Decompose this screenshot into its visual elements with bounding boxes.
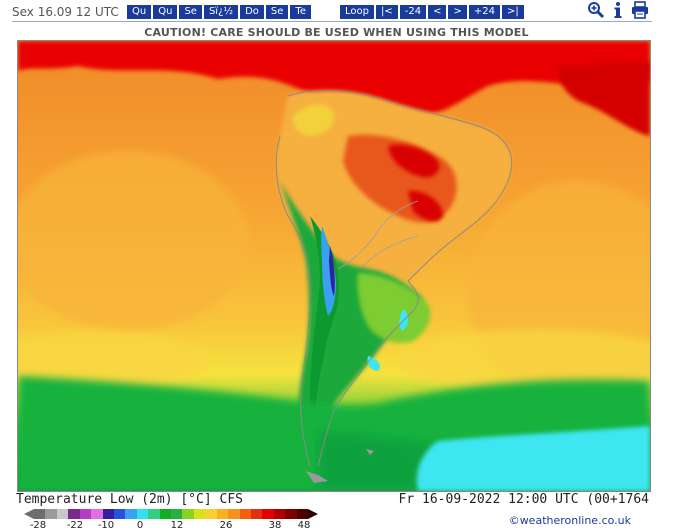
- step-button-2[interactable]: -24: [399, 5, 427, 19]
- legend-tick-label: 38: [268, 520, 282, 531]
- day-button-0[interactable]: Qu: [127, 5, 152, 19]
- step-button-0[interactable]: Loop: [340, 5, 374, 19]
- legend-swatch: [45, 509, 57, 519]
- day-button-1[interactable]: Qu: [153, 5, 178, 19]
- legend-high-arrow: [308, 509, 318, 519]
- pacific-yellow-zone: [18, 331, 208, 391]
- country-borders: [337, 200, 419, 270]
- legend-swatch: [273, 509, 286, 519]
- legend-swatch: [68, 509, 80, 519]
- legend-tick-label: -22: [66, 520, 84, 531]
- legend-swatch: [182, 509, 194, 519]
- print-icon[interactable]: [631, 1, 649, 19]
- andes-north-yellow: [292, 104, 334, 136]
- legend-tick-label: -10: [97, 520, 115, 531]
- day-button-3[interactable]: Sï¿½: [203, 5, 239, 19]
- legend-swatch: [91, 509, 103, 519]
- legend-swatch: [113, 509, 126, 519]
- legend-swatch: [296, 509, 309, 519]
- legend-swatch: [239, 509, 252, 519]
- model-caution-text: CAUTION! CARE SHOULD BE USED WHEN USING …: [144, 26, 529, 39]
- step-navigation: Loop |< -24 < > +24 >|: [340, 5, 524, 19]
- day-button-5[interactable]: Se: [265, 5, 289, 19]
- legend-tick-label: 0: [136, 520, 144, 531]
- legend-swatch: [205, 509, 217, 519]
- amazon-red-core: [388, 144, 440, 178]
- legend-swatch: [159, 509, 172, 519]
- legend-swatch: [193, 509, 206, 519]
- pampas-light-green: [357, 273, 431, 343]
- zoom-icon[interactable]: [587, 1, 605, 19]
- interior-red-core: [408, 190, 443, 222]
- legend-swatch: [171, 509, 183, 519]
- legend-tick-label: 48: [297, 520, 311, 531]
- legend-swatch: [102, 509, 114, 519]
- pacific-warm-zone: [18, 151, 248, 331]
- legend-swatch: [56, 509, 69, 519]
- legend-swatch: [285, 509, 297, 519]
- step-button-3[interactable]: <: [428, 5, 447, 19]
- step-button-6[interactable]: >|: [501, 5, 524, 19]
- legend-tick-label: 26: [219, 520, 233, 531]
- legend-low-arrow: [24, 509, 34, 519]
- day-navigation: Qu Qu Se Sï¿½ Do Se Te: [127, 5, 311, 19]
- tropical-heat-east: [558, 61, 650, 136]
- legend-swatch: [34, 509, 46, 519]
- atlantic-yellow-zone: [398, 329, 650, 393]
- run-date-label: Sex 16.09 12 UTC: [12, 5, 119, 19]
- legend-swatch: [216, 509, 229, 519]
- day-button-6[interactable]: Te: [290, 5, 311, 19]
- legend-swatch: [148, 509, 160, 519]
- weatheronline-credit-link[interactable]: ©weatheronline.co.uk: [508, 514, 631, 527]
- andes-cold-blue: [321, 226, 336, 316]
- step-button-5[interactable]: +24: [468, 5, 500, 19]
- atlantic-coastline: [287, 90, 513, 467]
- legend-swatch: [136, 509, 149, 519]
- legend-tick-label: 12: [170, 520, 184, 531]
- legend-tick-label: -28: [29, 520, 47, 531]
- info-icon[interactable]: [609, 1, 627, 19]
- day-button-2[interactable]: Se: [179, 5, 202, 19]
- color-legend: [34, 509, 309, 519]
- temperature-map[interactable]: [17, 40, 651, 492]
- antarctic-cold-cyan: [416, 426, 650, 491]
- southern-islands: [306, 449, 374, 483]
- step-button-1[interactable]: |<: [375, 5, 398, 19]
- legend-swatch: [228, 509, 240, 519]
- map-canvas: [18, 41, 650, 491]
- map-title: Temperature Low (2m) [°C] CFS: [16, 492, 243, 507]
- valid-time-label: Fr 16-09-2022 12:00 UTC (00+1764: [398, 492, 649, 507]
- andes-coldest-violet: [329, 246, 335, 296]
- step-button-4[interactable]: >: [448, 5, 467, 19]
- pacific-coastline: [275, 135, 311, 467]
- day-button-4[interactable]: Do: [240, 5, 264, 19]
- legend-tick-labels: -28 -22 -10 0 12 26 38 48: [0, 520, 330, 531]
- tropical-heat-band: [18, 41, 650, 114]
- top-toolbar: Sex 16.09 12 UTC Qu Qu Se Sï¿½ Do Se Te Loop |<…: [0, 0, 673, 22]
- tool-buttons: [587, 1, 649, 19]
- legend-swatch: [262, 509, 274, 519]
- toolbar-divider: [12, 21, 652, 22]
- legend-swatch: [79, 509, 92, 519]
- legend-swatch: [251, 509, 263, 519]
- legend-swatch: [125, 509, 137, 519]
